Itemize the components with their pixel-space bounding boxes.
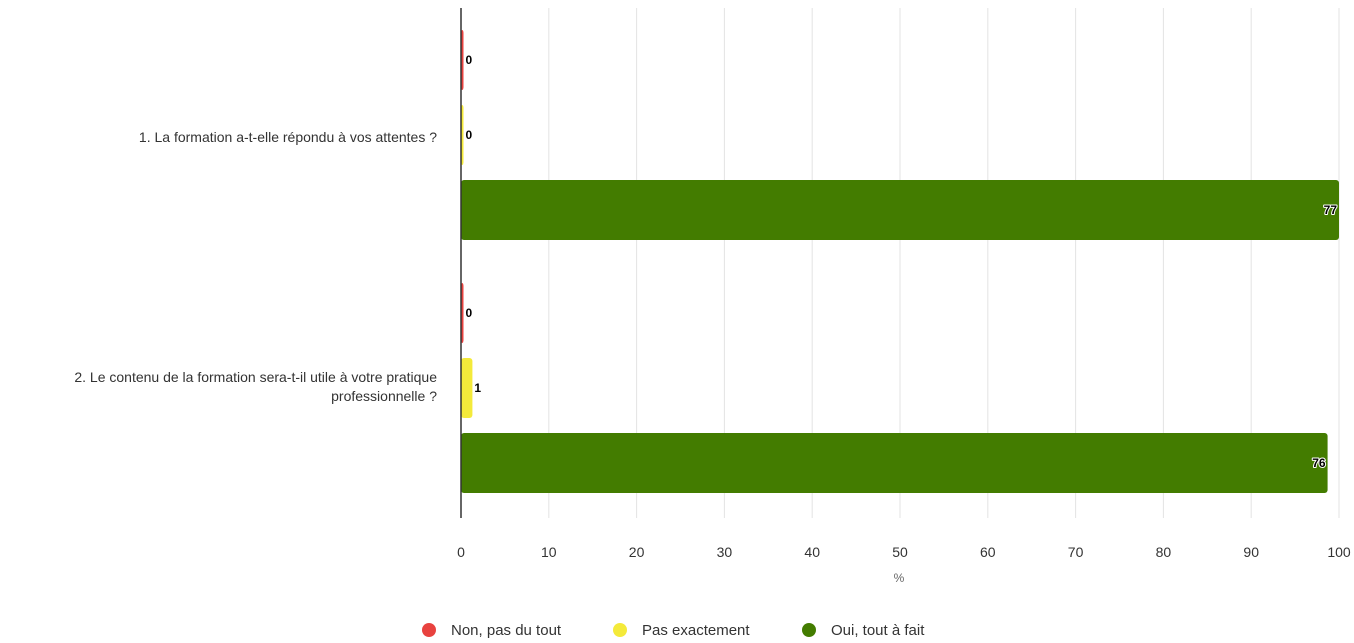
x-tick-label: 80 (1156, 544, 1172, 560)
x-tick-label: 20 (629, 544, 645, 560)
x-tick-label: 90 (1243, 544, 1259, 560)
legend-item-2[interactable]: Pas exactement (613, 622, 750, 639)
legend-label: Non, pas du tout (451, 622, 562, 639)
bar-3-2[interactable] (461, 433, 1328, 493)
legend-label: Pas exactement (642, 622, 750, 639)
x-axis-title: % (894, 571, 905, 585)
category-label-1: 1. La formation a-t-elle répondu à vos a… (139, 129, 437, 145)
bar-2-2[interactable] (461, 358, 473, 418)
data-label: 0 (466, 53, 473, 67)
category-label-2: 2. Le contenu de la formation sera-t-il … (74, 369, 437, 404)
legend-marker (613, 623, 627, 637)
x-tick-label: 10 (541, 544, 557, 560)
data-labels: 0 0 77 0 1 76 (465, 52, 1339, 471)
x-tick-labels: 0 10 20 30 40 50 60 70 80 90 100 (457, 544, 1351, 560)
legend-item-1[interactable]: Non, pas du tout (422, 622, 562, 639)
legend-marker (422, 623, 436, 637)
legend-label: Oui, tout à fait (831, 622, 925, 639)
legend: Non, pas du tout Pas exactement Oui, tout … (422, 622, 925, 639)
data-label: 76 (1312, 456, 1326, 470)
x-tick-label: 30 (717, 544, 733, 560)
data-label: 77 (1324, 203, 1338, 217)
x-tick-label: 70 (1068, 544, 1084, 560)
x-tick-label: 0 (457, 544, 465, 560)
data-label: 1 (474, 381, 481, 395)
grid-lines (548, 8, 1340, 518)
category-labels: 1. La formation a-t-elle répondu à vos a… (74, 129, 437, 404)
x-tick-label: 60 (980, 544, 996, 560)
data-label: 0 (466, 306, 473, 320)
x-tick-label: 40 (804, 544, 820, 560)
bars (461, 30, 1339, 493)
data-label: 0 (466, 128, 473, 142)
legend-item-3[interactable]: Oui, tout à fait (802, 622, 925, 639)
bar-3-1[interactable] (461, 180, 1339, 240)
x-tick-label: 100 (1327, 544, 1351, 560)
legend-marker (802, 623, 816, 637)
x-tick-label: 50 (892, 544, 908, 560)
